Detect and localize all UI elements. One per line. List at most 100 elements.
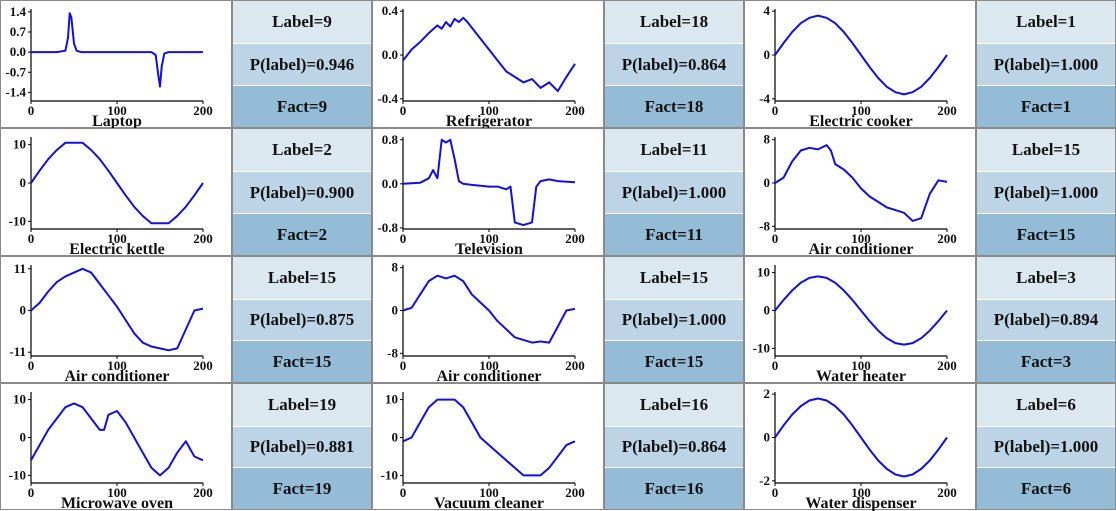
prediction-panel: Label=1 P(label)=1.000 Fact=1 [976, 0, 1116, 128]
x-tick-label: 200 [937, 485, 957, 500]
appliance-name: Electric cooker [809, 113, 913, 130]
label-probability: P(label)=0.875 [233, 298, 371, 341]
y-tick-label: -0.8 [377, 220, 398, 235]
x-tick-label: 100 [107, 103, 127, 118]
waveform-line [774, 397, 948, 478]
y-tick-label: 0 [764, 430, 771, 445]
prediction-panel: Label=6 P(label)=1.000 Fact=6 [976, 383, 1116, 510]
y-tick-label: 0.0 [382, 47, 398, 62]
x-tick-label: 200 [193, 231, 213, 246]
x-tick-label: 0 [772, 231, 779, 246]
waveform-line [30, 402, 204, 477]
prediction-panel: Label=16 P(label)=0.864 Fact=16 [604, 383, 744, 510]
x-tick-label: 200 [193, 485, 213, 500]
prediction-panel: Label=3 P(label)=0.894 Fact=3 [976, 256, 1116, 383]
predicted-label: Label=1 [977, 1, 1115, 43]
appliance-name: Microwave oven [61, 495, 173, 511]
appliance-name: Air conditioner [436, 368, 541, 385]
appliance-name: Refrigerator [446, 113, 532, 130]
x-tick-label: 100 [851, 358, 871, 373]
waveform-plot: 10 0 -10 0 100 200 Water heater [744, 256, 976, 385]
true-label: Fact=3 [977, 340, 1115, 382]
waveform-plot: 8 0 -8 0 100 200 Air conditioner [744, 128, 976, 258]
waveform-plot: 0.4 0.0 -0.4 0 100 200 Refrigerator [372, 0, 604, 130]
y-tick-label: 11 [14, 261, 26, 276]
predicted-label: Label=2 [233, 129, 371, 171]
y-tick-label: -8 [759, 218, 770, 233]
y-tick-label: 0.7 [10, 24, 27, 39]
x-tick-label: 0 [400, 358, 407, 373]
y-tick-label: 0.8 [382, 132, 399, 147]
x-tick-label: 200 [565, 231, 585, 246]
y-tick-label: -10 [381, 467, 398, 482]
prediction-panel: Label=18 P(label)=0.864 Fact=18 [604, 0, 744, 128]
x-tick-label: 200 [565, 485, 585, 500]
appliance-name: Electric kettle [69, 241, 165, 258]
y-tick-label: -4 [759, 91, 770, 106]
true-label: Fact=16 [605, 467, 743, 509]
label-probability: P(label)=1.000 [605, 171, 743, 213]
y-tick-label: -0.4 [377, 91, 398, 106]
appliance-name: Water heater [816, 368, 906, 385]
y-tick-label: 0 [764, 175, 771, 190]
y-tick-label: -8 [387, 345, 398, 360]
waveform-line [402, 274, 576, 344]
waveform-plot: 0.8 0.0 -0.8 0 100 200 Television [372, 128, 604, 258]
x-tick-label: 100 [851, 485, 871, 500]
true-label: Fact=11 [605, 213, 743, 255]
true-label: Fact=6 [977, 467, 1115, 509]
predicted-label: Label=11 [605, 129, 743, 171]
appliance-name: Television [455, 241, 523, 258]
y-tick-label: 0.4 [382, 3, 399, 18]
y-tick-label: 0.0 [382, 176, 398, 191]
true-label: Fact=9 [233, 85, 371, 127]
y-tick-label: 10 [757, 265, 770, 280]
x-tick-label: 200 [565, 358, 585, 373]
predicted-label: Label=18 [605, 1, 743, 43]
x-tick-label: 100 [107, 485, 127, 500]
x-tick-label: 100 [479, 358, 499, 373]
waveform-line [31, 12, 203, 88]
y-tick-label: 10 [13, 137, 26, 152]
waveform-line [30, 141, 204, 225]
x-tick-label: 200 [193, 358, 213, 373]
x-tick-label: 100 [479, 485, 499, 500]
x-tick-label: 0 [772, 358, 779, 373]
waveform-plot: 8 0 -8 0 100 200 Air conditioner [372, 256, 604, 385]
x-tick-label: 100 [107, 358, 127, 373]
waveform-line [30, 267, 204, 352]
waveform-line [774, 144, 948, 222]
y-tick-label: 0 [392, 303, 399, 318]
true-label: Fact=2 [233, 213, 371, 255]
appliance-name: Air conditioner [64, 368, 169, 385]
y-tick-label: -2 [759, 473, 770, 488]
prediction-panel: Label=11 P(label)=1.000 Fact=11 [604, 128, 744, 256]
label-probability: P(label)=1.000 [977, 43, 1115, 85]
y-tick-label: 0 [20, 303, 27, 318]
predicted-label: Label=15 [977, 129, 1115, 171]
x-tick-label: 200 [937, 358, 957, 373]
true-label: Fact=15 [605, 340, 743, 382]
y-tick-label: 10 [385, 392, 398, 407]
label-probability: P(label)=0.864 [605, 425, 743, 468]
x-tick-label: 100 [107, 231, 127, 246]
predicted-label: Label=15 [233, 257, 371, 299]
x-tick-label: 0 [28, 485, 35, 500]
label-probability: P(label)=0.900 [233, 171, 371, 213]
x-tick-label: 0 [400, 231, 407, 246]
appliance-name: Laptop [92, 113, 142, 130]
y-tick-label: 0 [764, 303, 771, 318]
y-tick-label: -10 [753, 340, 770, 355]
y-tick-label: 0 [764, 47, 771, 62]
label-probability: P(label)=0.894 [977, 298, 1115, 341]
waveform-line [774, 14, 948, 96]
x-tick-label: 0 [28, 103, 35, 118]
